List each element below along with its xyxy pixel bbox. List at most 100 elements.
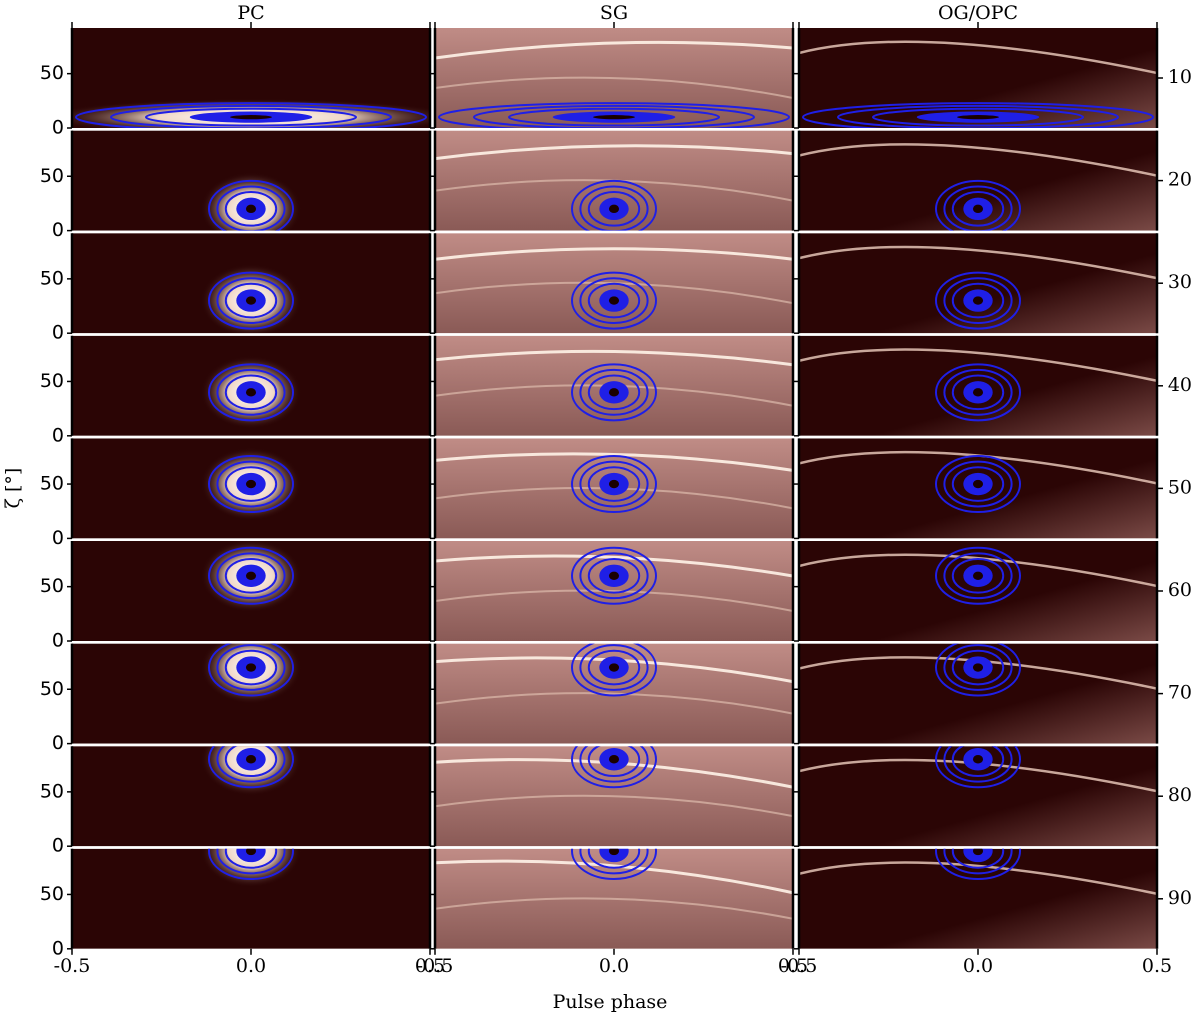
- contour: [571, 455, 657, 514]
- panel: [799, 643, 1157, 744]
- row-label: 30: [1168, 271, 1192, 293]
- row-label: 90: [1168, 887, 1192, 909]
- contour: [935, 179, 1021, 231]
- contour: [208, 271, 294, 330]
- panel: [435, 335, 793, 436]
- contour: [571, 179, 657, 231]
- emission-caustic: [435, 76, 793, 99]
- contour: [935, 848, 1021, 880]
- contour: [216, 552, 286, 600]
- x-tick-label: 0.5: [415, 955, 445, 977]
- y-tick-label: 0: [52, 630, 64, 652]
- contour: [951, 746, 1005, 778]
- y-tick-label: 50: [40, 575, 64, 597]
- contour: [943, 746, 1013, 783]
- y-tick-label: 50: [40, 62, 64, 84]
- row-label: 40: [1168, 374, 1192, 396]
- contour-center: [245, 755, 257, 764]
- contour: [224, 848, 278, 869]
- contour-center: [608, 755, 620, 764]
- panel: [799, 28, 1157, 128]
- panel-image: [799, 746, 1157, 847]
- contour: [216, 644, 286, 691]
- contour: [935, 455, 1021, 514]
- y-tick-label: 0: [52, 117, 64, 139]
- emission-caustic: [799, 861, 1157, 896]
- panel: [72, 233, 430, 334]
- emission-caustic: [435, 692, 793, 715]
- panel-image: [72, 233, 430, 334]
- contour: [571, 848, 657, 880]
- contour: [145, 107, 357, 127]
- panel: [72, 848, 430, 949]
- x-tick-label: 0.0: [236, 955, 266, 977]
- contour-center: [608, 479, 620, 489]
- contour: [216, 746, 286, 783]
- panel: [435, 438, 793, 539]
- contour: [587, 191, 641, 227]
- panel: [435, 28, 793, 128]
- panel-image: [799, 643, 1157, 744]
- panel: [435, 541, 793, 641]
- panel: [799, 746, 1157, 847]
- contour: [579, 644, 649, 691]
- row-label: 80: [1168, 784, 1192, 806]
- row-label: 10: [1168, 66, 1192, 88]
- row-label: 60: [1168, 579, 1192, 601]
- row-label: 20: [1168, 169, 1192, 191]
- contour: [438, 102, 790, 128]
- contour: [587, 557, 641, 594]
- x-tick-label: 0.0: [599, 955, 629, 977]
- contour: [224, 374, 278, 411]
- panel: [799, 848, 1157, 949]
- contour: [943, 552, 1013, 600]
- contour-center: [245, 663, 257, 672]
- panel-image: [435, 643, 793, 744]
- contour: [951, 557, 1005, 594]
- contour: [951, 466, 1005, 502]
- contour: [943, 277, 1013, 324]
- contour: [935, 363, 1021, 422]
- contour: [579, 746, 649, 783]
- contour-center: [608, 296, 620, 305]
- y-tick-label: 0: [52, 937, 64, 959]
- contour: [208, 363, 294, 422]
- x-tick-label: 0.5: [778, 955, 808, 977]
- panel-image: [435, 28, 793, 128]
- contour: [579, 460, 649, 508]
- panel: [72, 541, 430, 641]
- emission-caustic: [435, 554, 793, 578]
- y-tick-label: 0: [52, 322, 64, 344]
- emission-caustic: [435, 859, 793, 895]
- contour: [579, 185, 649, 231]
- contour-center: [972, 571, 984, 580]
- contour: [473, 104, 755, 128]
- panel: [72, 438, 430, 539]
- contour: [943, 644, 1013, 691]
- contour: [216, 848, 286, 875]
- contour: [571, 363, 657, 422]
- panel-image: [799, 233, 1157, 334]
- contour: [208, 455, 294, 514]
- panel: [435, 848, 793, 949]
- panel: [72, 28, 430, 128]
- contour: [872, 107, 1084, 127]
- x-tick-label: -0.5: [417, 955, 454, 977]
- contour-center: [608, 388, 620, 397]
- panel-image: [72, 130, 430, 231]
- contour-center: [245, 388, 257, 397]
- panel-image: [799, 130, 1157, 231]
- contour-center: [230, 115, 272, 120]
- panel-image: [72, 28, 430, 128]
- contour: [587, 374, 641, 411]
- panel-image: [435, 335, 793, 436]
- contour-center: [957, 115, 999, 120]
- contour: [508, 107, 720, 127]
- row-label: 50: [1168, 476, 1192, 498]
- contour: [208, 746, 294, 789]
- panel: [799, 541, 1157, 641]
- panel-image: [799, 848, 1157, 949]
- contour: [571, 746, 657, 789]
- panel-image: [435, 541, 793, 641]
